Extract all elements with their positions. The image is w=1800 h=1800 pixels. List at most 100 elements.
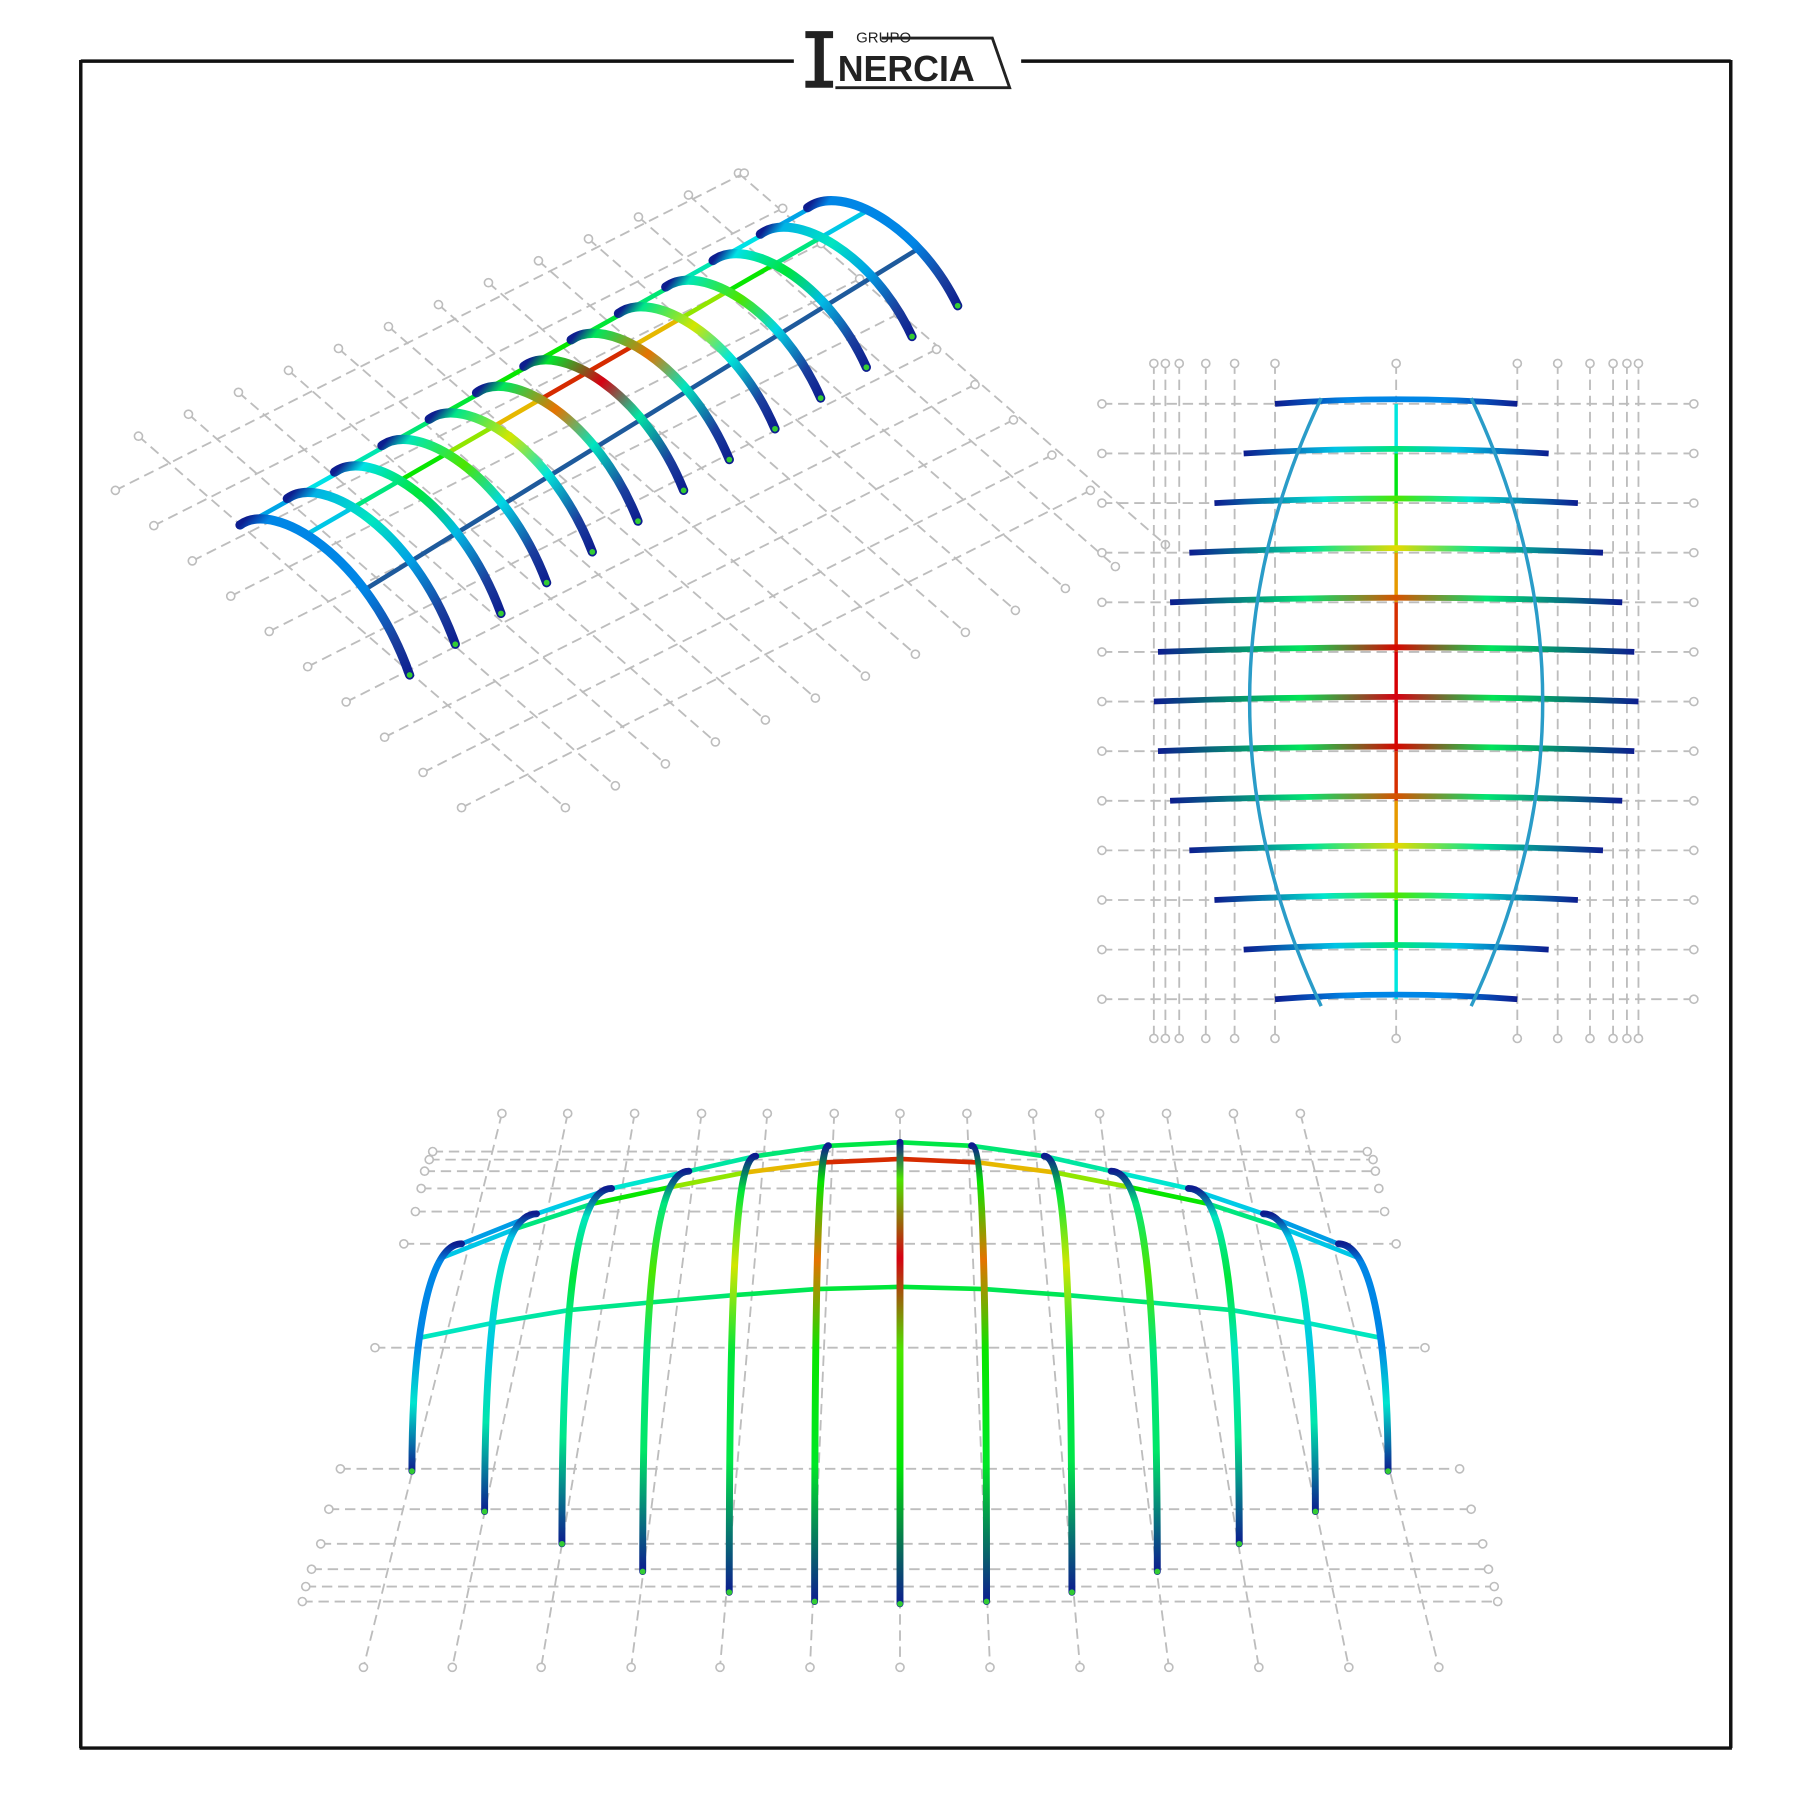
purlin [514,1201,593,1231]
grid-node [715,1662,725,1673]
grid-node [483,277,494,288]
grid-node [1552,1033,1563,1044]
grid-node [1097,944,1107,955]
purlin [351,478,402,510]
grid-node [424,1154,435,1165]
grid-line [362,1113,503,1668]
purlin [669,1170,746,1190]
support [406,672,413,678]
arch [811,1142,832,1605]
grid-node [629,1108,640,1119]
beam [1169,594,1623,606]
arch [1259,1210,1319,1515]
beam [1189,545,1604,556]
grid-node [410,1206,421,1217]
grid-node [536,1662,546,1673]
support [589,549,596,555]
grid-node [1688,795,1699,806]
purlin [679,289,729,321]
support [811,1598,818,1605]
grid-node [416,1183,426,1194]
grid-node [1149,1033,1159,1044]
grid-node [418,767,428,778]
purlin [899,1284,985,1292]
arch [377,434,552,588]
beam [1214,892,1579,903]
grid-line [537,260,966,634]
grid-node [1585,358,1595,369]
support [559,1540,565,1547]
grid-node [297,1596,308,1607]
arch [613,302,780,434]
grid-node [739,168,750,178]
grid-node [760,715,771,725]
grid-node [1008,415,1019,425]
logo: GRUPO NERCIA [805,30,1012,90]
beam [1169,793,1623,804]
grid-node [1622,1033,1632,1044]
beam [1243,942,1549,953]
grid-node [456,802,467,813]
support [498,610,504,617]
purlin [1283,1226,1360,1261]
support [1385,1468,1391,1475]
grid-node [1688,398,1699,409]
grid-node [1344,1662,1354,1673]
grid-node [341,697,351,707]
grid-node [1097,845,1107,856]
grid-node [419,1166,430,1176]
support [680,487,687,494]
grid-node [323,1504,334,1515]
grid-line [1098,1113,1170,1668]
grid-node [1174,1033,1185,1044]
support [1312,1508,1319,1515]
support [954,302,961,309]
grid-node [264,626,275,637]
grid-node [333,343,344,354]
grid-node [1688,597,1699,608]
grid-node [1633,358,1644,369]
grid-line [1031,1113,1081,1668]
grid-node [1492,1596,1503,1607]
grid-node [895,1662,905,1673]
grid-line [687,194,1116,568]
grid-node [1362,1146,1373,1157]
grid-node [447,1662,458,1673]
logo-i-beam [805,31,834,88]
arch [481,1210,540,1515]
grid-line [337,347,766,721]
grid-node [1097,547,1107,558]
grid-node [383,321,394,332]
grid-node [1270,358,1280,369]
purlin [977,1160,1056,1175]
support [452,641,459,648]
purlin [455,502,505,535]
grid-node [1097,597,1107,608]
purlin [871,246,920,279]
grid-node [110,485,121,496]
arch [566,328,734,465]
grid-node [533,255,544,266]
grid-node [1164,1662,1174,1673]
purlin [363,559,412,592]
grid-node [379,732,390,743]
grid-node [306,1564,317,1575]
purlin [1043,1153,1112,1174]
grid-node [1085,485,1096,496]
beam [1153,694,1639,705]
purlin [418,1320,493,1341]
grid-line [137,435,566,809]
purlin [445,424,495,456]
grid-node [777,203,788,214]
grid-node [860,671,871,681]
grid-node [1200,1033,1211,1044]
grid-node [1512,358,1523,369]
grid-node [895,1108,905,1119]
purlin [632,316,682,348]
plan-view [1097,358,1699,1044]
arch [1107,1167,1161,1575]
purlin [640,388,689,422]
grid-node [1688,696,1699,707]
beam [1274,991,1518,1003]
